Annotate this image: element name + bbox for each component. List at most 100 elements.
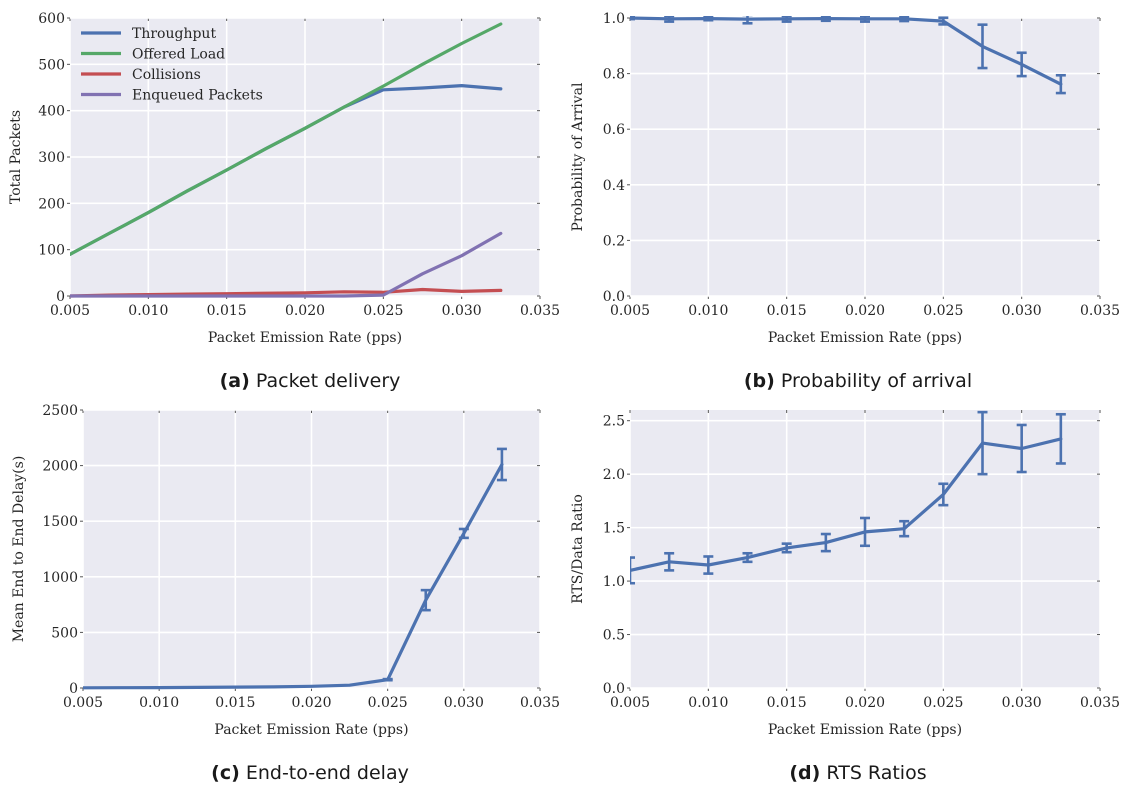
y-tick-label: 0.8 [603, 67, 625, 83]
error-bar [664, 551, 675, 572]
error-bar [1055, 73, 1066, 95]
y-tick-label: 0 [56, 289, 65, 305]
error-bar [860, 16, 870, 23]
error-bar [781, 16, 792, 23]
y-tick-label: 1.0 [603, 574, 625, 590]
caption-a: (a) Packet delivery [220, 370, 401, 392]
x-tick-label: 0.025 [368, 695, 408, 711]
error-bar [742, 16, 753, 25]
error-bar [420, 588, 431, 612]
x-axis-label: Packet Emission Rate (pps) [768, 330, 962, 346]
y-tick-label: 200 [38, 196, 65, 212]
error-bar [899, 16, 910, 23]
x-tick-label: 0.035 [1080, 303, 1120, 319]
series-group [70, 22, 503, 298]
error-bar [1016, 423, 1027, 474]
y-tick-label: 300 [38, 150, 65, 166]
y-tick-label: 1500 [42, 514, 78, 530]
error-bar [938, 482, 949, 507]
error-bar [664, 16, 675, 23]
legend-label: Collisions [132, 67, 201, 83]
error-bar [1016, 51, 1027, 78]
x-tick-label: 0.015 [767, 303, 807, 319]
y-tick-label: 400 [38, 104, 65, 120]
x-tick-label: 0.035 [520, 303, 560, 319]
error-bar [630, 556, 635, 585]
error-bar [820, 532, 831, 553]
x-tick-label: 0.035 [520, 695, 560, 711]
x-tick-label: 0.015 [207, 303, 247, 319]
y-tick-label: 0.0 [603, 289, 625, 305]
error-bar [703, 555, 714, 575]
panel-end-to-end-delay: 0.005 0.010 0.015 0.020 0.025 0.030 0.035 0 500 1… [11, 403, 560, 738]
x-tick-label: 0.030 [1002, 695, 1042, 711]
y-axis-label: Probability of Arrival [570, 82, 586, 232]
error-bar [630, 16, 635, 21]
caption-d: (d) RTS Ratios [789, 762, 926, 784]
error-bar [781, 542, 792, 554]
series-group [630, 410, 1066, 585]
x-tick-label: 0.020 [291, 695, 331, 711]
x-axis-label: Packet Emission Rate (pps) [214, 722, 408, 738]
x-tick-label: 0.025 [923, 303, 963, 319]
series-line-series [630, 437, 1063, 573]
y-tick-label: 1000 [42, 570, 78, 586]
x-tick-label: 0.010 [128, 303, 168, 319]
x-tick-label: 0.010 [139, 695, 179, 711]
y-tick-label: 500 [51, 625, 78, 641]
caption-b: (b) Probability of arrival [744, 370, 972, 392]
legend-label: Enqueued Packets [132, 88, 263, 104]
y-tick-label: 2500 [42, 403, 78, 419]
y-tick-label: 0.0 [603, 681, 625, 697]
panel-rts-ratios: 0.005 0.010 0.015 0.020 0.025 0.030 0.035 0.0 0.… [570, 410, 1120, 738]
y-tick-label: 100 [38, 243, 65, 259]
legend-label: Throughput [132, 26, 216, 42]
x-tick-label: 0.020 [845, 303, 885, 319]
y-tick-label: 0.2 [603, 233, 625, 249]
y-tick-label: 0.4 [603, 178, 625, 194]
series-line-offered-load [70, 22, 503, 256]
series-group [83, 447, 507, 690]
series-line-series [83, 462, 504, 690]
x-tick-label: 0.030 [444, 695, 484, 711]
x-tick-label: 0.010 [688, 695, 728, 711]
panel-probability-of-arrival: 0.005 0.010 0.015 0.020 0.025 0.030 0.035 0.0 0.… [570, 11, 1120, 346]
series-line-enqueued-packets [70, 231, 503, 298]
y-tick-label: 1.5 [603, 521, 625, 537]
error-bar [938, 16, 949, 26]
x-tick-label: 0.005 [610, 695, 650, 711]
error-bar [820, 16, 831, 23]
legend: Throughput Offered Load Collisions Enqueued… [81, 26, 263, 104]
error-bar [977, 23, 988, 70]
x-tick-label: 0.020 [285, 303, 325, 319]
y-axis-label: Total Packets [8, 110, 24, 204]
error-bar [1055, 412, 1066, 465]
x-tick-label: 0.015 [767, 695, 807, 711]
error-bar [703, 16, 714, 22]
error-bar [977, 410, 988, 476]
series-line-series [630, 16, 1063, 86]
x-tick-label: 0.020 [845, 695, 885, 711]
y-tick-label: 2.5 [603, 414, 625, 430]
y-axis-label: RTS/Data Ratio [570, 494, 586, 604]
error-bar [496, 447, 507, 482]
x-tick-label: 0.005 [610, 303, 650, 319]
y-tick-label: 1.0 [603, 11, 625, 27]
error-bar [742, 551, 753, 564]
x-tick-label: 0.005 [50, 303, 90, 319]
x-tick-label: 0.010 [688, 303, 728, 319]
y-tick-label: 0 [69, 681, 78, 697]
y-tick-label: 2000 [42, 459, 78, 475]
x-tick-label: 0.025 [923, 695, 963, 711]
x-tick-label: 0.030 [442, 303, 482, 319]
series-group [630, 16, 1066, 95]
caption-c: (c) End-to-end delay [211, 762, 409, 784]
x-tick-label: 0.025 [363, 303, 403, 319]
y-tick-label: 2.0 [603, 467, 625, 483]
y-tick-label: 0.6 [603, 122, 625, 138]
error-bar [899, 519, 910, 538]
y-axis-label: Mean End to End Delay(s) [11, 456, 27, 643]
error-bar [382, 677, 393, 682]
legend-label: Offered Load [132, 47, 225, 63]
error-bar [458, 527, 469, 540]
